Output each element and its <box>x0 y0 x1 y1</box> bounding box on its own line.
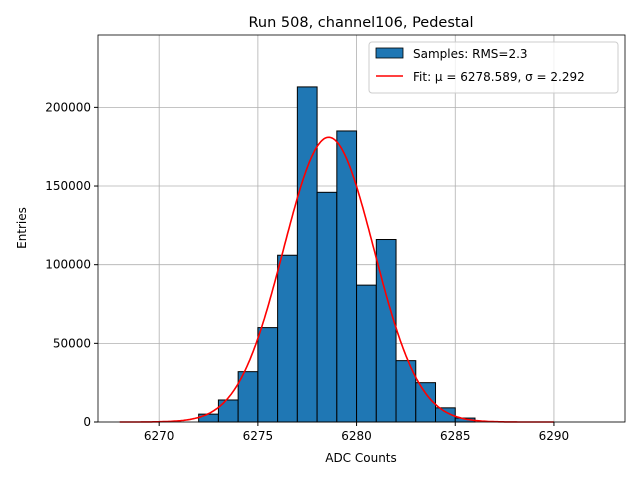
histogram-bar <box>356 284 377 423</box>
x-tick-label: 6270 <box>144 429 175 443</box>
y-tick-label: 0 <box>83 415 91 429</box>
chart-title: Run 508, channel106, Pedestal <box>248 15 473 31</box>
histogram-bar <box>257 327 279 423</box>
x-tick-label: 6275 <box>243 429 274 443</box>
x-tick-label: 6285 <box>440 429 471 443</box>
y-tick-label: 200000 <box>45 100 91 114</box>
histogram-bar <box>198 413 219 423</box>
x-tick-label: 6290 <box>539 429 570 443</box>
legend-histogram-label: Samples: RMS=2.3 <box>413 47 528 61</box>
histogram-bar <box>316 191 338 423</box>
histogram-bar <box>336 130 358 423</box>
histogram-bar <box>217 399 239 423</box>
histogram-bar <box>277 254 298 423</box>
y-axis-label: Entries <box>15 207 29 249</box>
legend-histogram-swatch <box>375 47 404 59</box>
x-axis-label: ADC Counts <box>325 451 397 465</box>
y-tick-label: 100000 <box>45 258 91 272</box>
legend: Samples: RMS=2.3 Fit: μ = 6278.589, σ = … <box>368 41 619 94</box>
y-tick-label: 50000 <box>53 336 91 350</box>
plot-frame <box>97 34 626 423</box>
legend-fit-label: Fit: μ = 6278.589, σ = 2.292 <box>413 70 585 84</box>
x-tick-label: 6280 <box>341 429 372 443</box>
fit-curve <box>119 136 554 423</box>
histogram-bar <box>296 86 318 423</box>
y-tick-label: 150000 <box>45 179 91 193</box>
